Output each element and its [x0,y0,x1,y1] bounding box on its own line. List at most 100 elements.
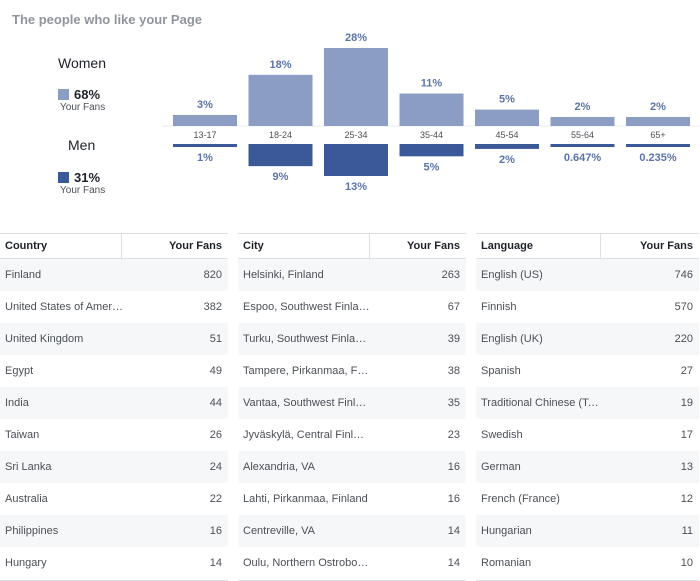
men-bar-label: 1% [197,152,213,164]
row-name: Spanish [481,365,521,377]
country-table: Country Your Fans Finland 820 United State… [0,233,228,581]
row-name: English (US) [481,269,543,281]
row-value: 12 [680,493,693,505]
table-row: Romanian 10 [476,547,699,579]
men-swatch [58,172,69,183]
row-name: Lahti, Pirkanmaa, Finland [243,493,368,505]
table-row: Hungarian 11 [476,515,699,547]
row-name: Hungarian [481,525,532,537]
row-value: 38 [447,365,460,377]
legend-women: 68% Your Fans [58,87,105,113]
table-row: Spanish 27 [476,355,699,387]
legend-men: 31% Your Fans [58,170,105,196]
table-row: French (France) 12 [476,483,699,515]
age-tick-label: 65+ [650,130,665,140]
row-name: United Kingdom [5,333,84,345]
table-row: Taiwan 26 [0,419,228,451]
women-bar [550,117,615,126]
women-bar [248,74,313,126]
women-bar-label: 11% [421,78,443,90]
women-bar [324,48,388,126]
row-value: 820 [203,269,222,281]
row-name: Hungary [5,557,47,569]
row-value: 263 [441,269,460,281]
row-value: 26 [209,429,222,441]
row-name: German [481,461,521,473]
table-row: Oulu, Northern Ostrobo… 14 [238,547,466,579]
legend-men-pct: 31% [74,170,101,185]
men-bar [475,144,539,149]
women-bar-label: 3% [197,99,213,111]
row-value: 22 [209,493,222,505]
table-row: Vantaa, Southwest Finl… 35 [238,387,466,419]
table-row: Jyväskylä, Central Finla… 23 [238,419,466,451]
row-value: 39 [447,333,460,345]
table-row: German 13 [476,451,699,483]
row-value: 19 [680,397,693,409]
table-row: Finnish 570 [476,291,699,323]
women-bar-label: 18% [269,59,291,71]
language-header[interactable]: Language [481,240,533,252]
table-row: Finland 820 [0,259,228,291]
row-name: Traditional Chinese (Tai… [481,397,604,409]
row-value: 14 [447,525,460,537]
city-header[interactable]: City [243,240,264,252]
row-name: Vantaa, Southwest Finl… [243,397,367,409]
men-bar [399,144,464,157]
men-bar-label: 13% [345,181,367,193]
your-fans-header[interactable]: Your Fans [600,234,699,258]
women-bar-label: 2% [575,101,591,113]
row-value: 14 [447,557,460,569]
your-fans-header[interactable]: Your Fans [369,234,466,258]
row-value: 10 [680,557,693,569]
row-value: 570 [674,301,693,313]
table-row: Espoo, Southwest Finla… 67 [238,291,466,323]
row-name: Helsinki, Finland [243,269,324,281]
table-row: English (US) 746 [476,259,699,291]
row-value: 23 [447,429,460,441]
women-bar [173,114,237,126]
row-value: 16 [209,525,222,537]
age-tick-label: 45-54 [495,130,518,140]
women-bar-label: 2% [650,101,666,113]
table-row: Egypt 49 [0,355,228,387]
age-tick-label: 25-34 [344,130,367,140]
your-fans-header[interactable]: Your Fans [121,234,228,258]
women-bar [475,109,539,126]
women-bar-label: 5% [499,94,515,106]
row-name: Centreville, VA [243,525,315,537]
row-name: Oulu, Northern Ostrobo… [243,557,369,569]
men-bar-label: 9% [273,171,289,183]
age-tick-label: 55-64 [571,130,594,140]
men-bar [626,144,690,147]
legend-women-label: Women [58,55,106,71]
row-value: 220 [674,333,693,345]
table-header: Country Your Fans [0,234,228,259]
row-value: 67 [447,301,460,313]
table-row: Sri Lanka 24 [0,451,228,483]
row-name: Philippines [5,525,59,537]
women-bar [626,117,690,126]
table-row: Helsinki, Finland 263 [238,259,466,291]
row-name: United States of America [5,301,124,313]
row-value: 24 [209,461,222,473]
row-name: Jyväskylä, Central Finla… [243,429,371,441]
legend-men-label: Men [68,137,96,153]
row-name: Tampere, Pirkanmaa, F… [243,365,369,377]
row-value: 16 [447,461,460,473]
row-value: 14 [209,557,222,569]
men-bar [173,144,237,147]
row-value: 16 [447,493,460,505]
men-bar-label: 0.647% [564,152,602,164]
table-row: Hungary 14 [0,547,228,579]
table-row: Tampere, Pirkanmaa, F… 38 [238,355,466,387]
legend-men-sub: Your Fans [60,185,106,196]
axis-band [162,126,700,144]
row-name: French (France) [481,493,560,505]
table-row: Centreville, VA 14 [238,515,466,547]
row-value: 746 [674,269,693,281]
country-header[interactable]: Country [5,240,48,252]
table-row: Alexandria, VA 16 [238,451,466,483]
row-value: 11 [681,525,693,537]
legend-women-pct: 68% [74,87,101,102]
